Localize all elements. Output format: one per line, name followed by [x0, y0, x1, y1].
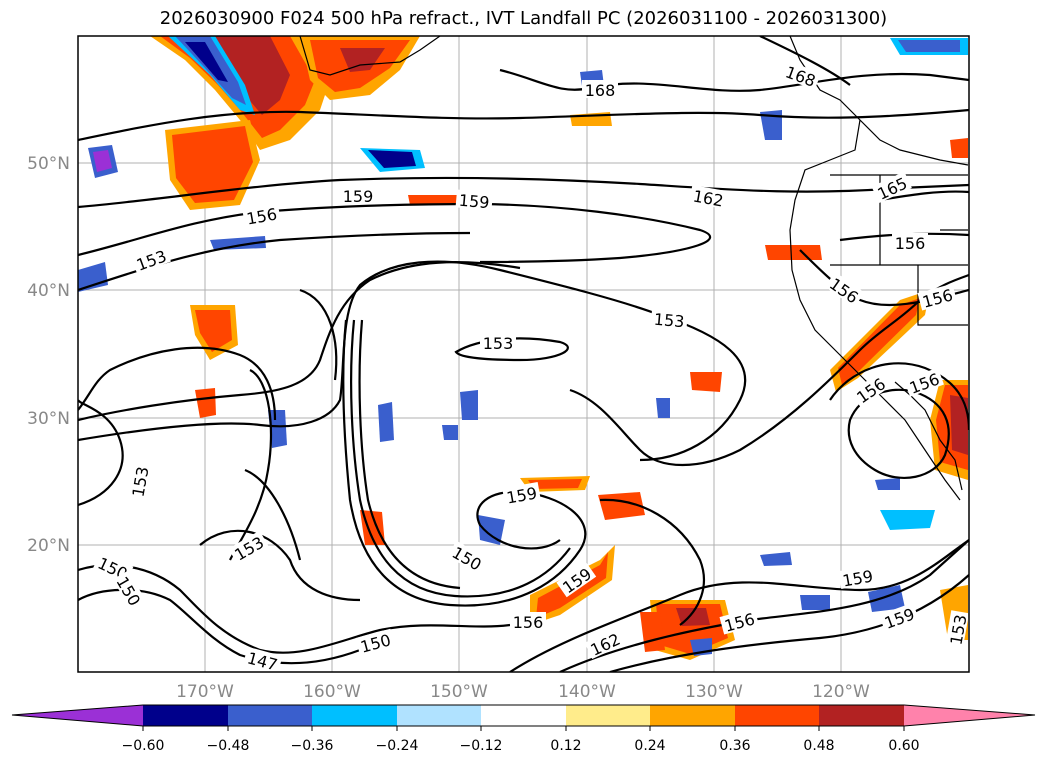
contour-label-bg: [112, 570, 147, 611]
contour-label-bg: [689, 185, 728, 210]
contour-label-bg: [838, 565, 877, 590]
lat-axis: 50°N 40°N 30°N 20°N: [27, 154, 70, 556]
contour-label-bg: [455, 189, 493, 211]
colorbar: −0.60 −0.48 −0.36 −0.24 −0.12 0.12 0.24 …: [11, 704, 1036, 754]
contour-label-bg: [480, 333, 516, 351]
colorbar-segment: [312, 705, 397, 726]
contour-label-bg: [584, 627, 625, 660]
filled-contours: [78, 36, 968, 660]
contour-label-bg: [892, 233, 928, 251]
colorbar-segment: [735, 705, 819, 726]
contour-label: 153: [483, 334, 514, 353]
lat-label: 20°N: [27, 536, 70, 556]
contour-label-bg: [850, 371, 891, 408]
contour-label: 159: [458, 191, 490, 213]
lon-label: 140°W: [558, 682, 616, 702]
colorbar-extend-high: [904, 705, 1035, 726]
colorbar-tick-label: −0.36: [291, 738, 334, 754]
contour-label-bg: [447, 540, 488, 575]
lon-label: 120°W: [812, 682, 870, 702]
colorbar-tick-label: 0.60: [888, 738, 919, 754]
contour-label-bg: [228, 530, 269, 565]
contour-label-bg: [556, 561, 597, 598]
lon-axis: 170°W 160°W 150°W 140°W 130°W 120°W: [176, 682, 870, 702]
lon-label: 150°W: [430, 682, 488, 702]
contour-label-bg: [127, 462, 152, 501]
colorbar-tick-label: 0.24: [634, 738, 665, 754]
colorbar-segment: [143, 705, 228, 726]
contour-label: 156: [513, 613, 544, 632]
colorbar-segment: [481, 705, 566, 726]
colorbar-segment: [650, 705, 735, 726]
map-title: 2026030900 F024 500 hPa refract., IVT La…: [159, 8, 888, 29]
contour-label-bg: [355, 628, 395, 656]
lon-label: 160°W: [303, 682, 361, 702]
contour-label-bg: [781, 60, 822, 90]
contour-label-bg: [340, 186, 376, 204]
contour-label: 153: [947, 613, 971, 646]
colorbar-tick-label: 0.48: [803, 738, 834, 754]
lat-label: 40°N: [27, 281, 70, 301]
colorbar-tick-label: 0.36: [719, 738, 750, 754]
colorbar-segment: [228, 705, 312, 726]
contour-label-bg: [871, 171, 912, 204]
lon-label: 170°W: [176, 682, 234, 702]
colorbar-tick-label: −0.24: [376, 738, 419, 754]
contour-label-bg: [510, 612, 546, 630]
lat-label: 30°N: [27, 409, 70, 429]
contour-label-bg: [903, 367, 944, 397]
map-border: [77, 35, 970, 673]
contour-label-bg: [917, 283, 957, 311]
contour-label-bg: [502, 482, 541, 507]
colorbar-segment: [566, 705, 650, 726]
contour-label: 153: [653, 310, 685, 332]
graticule: [78, 36, 969, 672]
contour-label-bg: [878, 602, 919, 632]
colorbar-tick-label: −0.60: [122, 738, 165, 754]
lon-label: 130°W: [685, 682, 743, 702]
contour-label: 147: [245, 648, 279, 674]
contour-label: 156: [895, 234, 926, 253]
contour-label-bg: [945, 610, 969, 649]
contour-label-bg: [719, 607, 759, 635]
contour-label: 159: [343, 187, 374, 206]
colorbar-segment: [397, 705, 481, 726]
lat-label: 50°N: [27, 154, 70, 174]
colorbar-tick-label: −0.12: [460, 738, 503, 754]
colorbar-segment: [819, 705, 904, 726]
contour-label-bg: [243, 646, 283, 672]
colorbar-tick-label: −0.48: [207, 738, 250, 754]
contour-label-bg: [242, 203, 281, 228]
colorbar-tick-label: 0.12: [550, 738, 581, 754]
contour-label-bg: [650, 308, 688, 330]
contour-label-bg: [130, 244, 171, 274]
contour-label: 168: [585, 81, 616, 100]
contour-label-bg: [582, 80, 618, 98]
colorbar-extend-low: [12, 705, 143, 726]
contour-label-bg: [824, 271, 865, 308]
